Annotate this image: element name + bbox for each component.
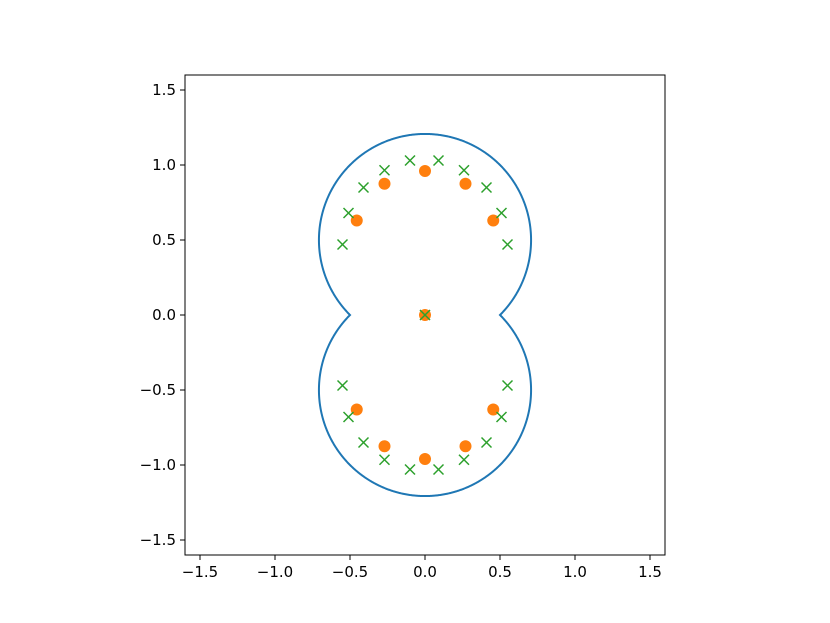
axes-frame: [184, 74, 666, 556]
x-marker-point: [458, 164, 470, 176]
boundary-curve: [317, 132, 533, 498]
x-marker-point: [357, 436, 370, 449]
x-marker-point: [495, 411, 508, 423]
x-marker-point: [419, 309, 431, 321]
y-tick-label: 1.0: [152, 156, 176, 174]
x-marker-point: [458, 454, 470, 466]
x-tick-label: −1.0: [257, 563, 293, 581]
x-marker-point: [342, 411, 355, 423]
x-tick-label: 1.0: [563, 563, 587, 581]
circle-point: [419, 165, 431, 177]
x-marker-point: [432, 463, 445, 476]
x-marker-point: [378, 454, 391, 466]
x-marker-point: [404, 463, 416, 476]
x-tick-label: 1.5: [638, 563, 662, 581]
y-tick-label: −0.5: [140, 381, 176, 399]
y-tick-label: 0.0: [152, 306, 176, 324]
x-marker-point: [378, 164, 391, 176]
circle-point: [378, 440, 391, 453]
x-marker-point: [432, 154, 445, 167]
circle-point: [378, 177, 391, 190]
x-tick-label: 0.0: [413, 563, 437, 581]
circle-point: [459, 177, 472, 190]
x-tick-label: 0.5: [488, 563, 512, 581]
x-tick-label: −0.5: [332, 563, 368, 581]
circle-point: [419, 453, 431, 465]
x-marker-point: [501, 238, 514, 251]
x-tick-label: −1.5: [182, 563, 218, 581]
x-marker-point: [501, 379, 514, 392]
x-marker-point: [495, 207, 508, 219]
x-marker-point: [342, 207, 355, 219]
x-marker-point: [404, 154, 416, 167]
axis-ticks: −1.5 −1.0 −0.5 0.0 0.5 1.0 1.5 −1.5 −1.0 −0.5 0.0 0…: [140, 81, 662, 581]
x-marker-point: [480, 436, 493, 449]
x-marker-point: [357, 181, 370, 194]
y-tick-label: −1.0: [140, 456, 176, 474]
y-tick-label: −1.5: [140, 531, 176, 549]
x-marker-point: [480, 181, 493, 194]
circle-point: [459, 440, 472, 453]
plot-area: [317, 132, 533, 498]
x-marker-point: [336, 379, 349, 392]
x-marker-point: [336, 238, 349, 251]
y-tick-label: 1.5: [152, 81, 176, 99]
y-tick-label: 0.5: [152, 231, 176, 249]
